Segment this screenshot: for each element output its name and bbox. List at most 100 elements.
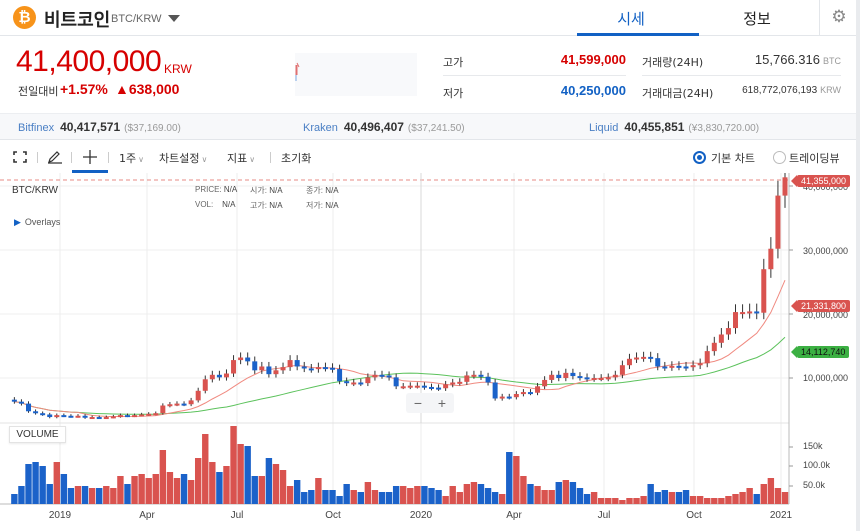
exchange-kraken: Kraken 40,496,407 ($37,241.50) <box>303 120 465 134</box>
volume-24h: 15,766.316 BTC <box>700 52 841 67</box>
x-tick-label: 2021 <box>769 510 793 521</box>
gear-icon[interactable]: ⚙ <box>831 7 847 26</box>
last-price-tag: 41,355,000 <box>790 175 851 187</box>
ma-short-price-tag: 21,331,800 <box>790 300 851 312</box>
coin-dropdown-caret-icon[interactable] <box>168 15 180 22</box>
price-unit: KRW <box>164 62 192 76</box>
overlays-toggle[interactable]: ▶ Overlays <box>14 217 60 228</box>
chevron-down-icon: ∨ <box>249 155 256 164</box>
divider <box>270 152 271 163</box>
mini-chart <box>295 53 417 96</box>
exchange-name: Liquid <box>589 122 619 134</box>
chart-settings-dropdown[interactable]: 차트설정 ∨ <box>159 150 207 166</box>
high-label: 고가 <box>443 56 464 69</box>
ma-long-price-tag: 14,112,740 <box>790 346 850 358</box>
info-key: VOL: <box>195 200 214 209</box>
divider <box>108 152 109 163</box>
chart-settings-label: 차트설정 <box>159 152 200 165</box>
volume-24h-unit: BTC <box>823 56 841 66</box>
indicators-dropdown[interactable]: 지표 ∨ <box>227 150 255 166</box>
exchange-prices-bar: Bitfinex 40,417,571 ($37,169.00) Kraken 40,… <box>0 113 856 140</box>
tradingview-label[interactable]: 트레이딩뷰 <box>789 152 840 165</box>
zoom-in-button[interactable]: + <box>437 395 447 411</box>
price-chart[interactable]: BTC/KRW ▶ Overlays PRICE: N/A 시가: N/A 종가:… <box>0 173 856 531</box>
pencil-icon[interactable] <box>47 150 63 164</box>
y-tick-label: 30,000,000 <box>803 246 849 256</box>
divider <box>37 152 38 163</box>
high-value: 41,599,000 <box>560 52 626 67</box>
info-key: 고가: <box>250 201 267 210</box>
volume-tick-label: 50.0k <box>803 480 826 490</box>
coin-name[interactable]: 비트코인 <box>44 10 111 31</box>
interval-label: 1주 <box>119 152 137 165</box>
ohlc-info-open: 시가: N/A <box>250 185 283 196</box>
low-value: 40,250,000 <box>560 83 626 98</box>
info-value: N/A <box>325 201 339 210</box>
zoom-out-button[interactable]: − <box>413 395 423 411</box>
x-tick-label: Apr <box>139 510 155 521</box>
radio-tradingview[interactable] <box>773 151 786 164</box>
exchange-usd-price: ($37,169.00) <box>124 123 181 134</box>
chart-pair-label: BTC/KRW <box>12 185 58 196</box>
radio-basic-chart[interactable] <box>693 151 706 164</box>
tab-info[interactable]: 정보 <box>743 10 771 28</box>
amount-24h-value: 618,772,076,193 <box>742 85 818 96</box>
info-key: 저가: <box>306 201 323 210</box>
change-label: 전일대비 <box>18 85 59 98</box>
current-price: 41,400,000 <box>16 45 162 78</box>
active-tool-underline <box>72 170 108 173</box>
crosshair-icon[interactable] <box>83 150 97 164</box>
info-key: 시가: <box>250 186 267 195</box>
chevron-down-icon: ∨ <box>138 155 144 164</box>
coin-header: ₿ 비트코인 BTC/KRW 시세 정보 ⚙ <box>0 0 856 36</box>
y-tick-label: 40,000,000 <box>803 182 849 192</box>
basic-chart-label[interactable]: 기본 차트 <box>711 152 755 165</box>
change-percent: +1.57% <box>60 81 108 97</box>
y-tick-label: 20,000,000 <box>803 310 849 320</box>
exchange-jpy-price: (¥3,830,720.00) <box>688 123 760 134</box>
bitcoin-icon: ₿ <box>13 6 36 29</box>
volume-tick-label: 100.0k <box>803 460 831 470</box>
low-label: 저가 <box>443 87 464 100</box>
x-tick-label: Oct <box>325 510 341 521</box>
tab-price[interactable]: 시세 <box>617 10 645 28</box>
x-tick-label: Apr <box>506 510 522 521</box>
interval-dropdown[interactable]: 1주 ∨ <box>119 150 144 166</box>
x-tick-label: Jul <box>230 510 244 521</box>
divider <box>642 75 841 76</box>
overlays-label: Overlays <box>24 217 61 227</box>
mini-chart-sparkline <box>295 62 300 81</box>
exchange-price: 40,496,407 <box>343 120 404 134</box>
amount-24h-unit: KRW <box>820 85 841 95</box>
x-tick-label: 2019 <box>48 510 72 521</box>
exchange-name: Kraken <box>303 122 338 134</box>
ohlc-info-vol: VOL: N/A <box>195 200 235 209</box>
active-tab-underline <box>577 33 699 36</box>
ohlc-info-low: 저가: N/A <box>306 200 339 211</box>
ohlc-info-price: PRICE: N/A <box>195 185 237 194</box>
volume-24h-label: 거래량(24H) <box>642 56 704 69</box>
candlestick-chart-canvas[interactable] <box>0 173 856 531</box>
exchange-name: Bitfinex <box>18 122 55 134</box>
exchange-liquid: Liquid 40,455,851 (¥3,830,720.00) <box>589 120 759 134</box>
info-value: N/A <box>222 200 236 209</box>
ohlc-info-high: 고가: N/A <box>250 200 283 211</box>
coin-pair[interactable]: BTC/KRW <box>111 13 162 25</box>
reset-button[interactable]: 초기화 <box>281 152 312 165</box>
divider <box>71 152 72 163</box>
fullscreen-icon[interactable] <box>13 151 27 163</box>
volume-pane-label: VOLUME <box>9 426 66 443</box>
chevron-down-icon: ∨ <box>201 155 208 164</box>
exchange-bitfinex: Bitfinex 40,417,571 ($37,169.00) <box>18 120 181 134</box>
info-value: N/A <box>269 201 283 210</box>
chart-toolbar: 1주 ∨ 차트설정 ∨ 지표 ∨ 초기화 기본 차트 트레이딩뷰 <box>0 141 856 173</box>
info-value: N/A <box>269 186 283 195</box>
amount-24h: 618,772,076,193 KRW <box>700 85 841 96</box>
info-value: N/A <box>325 186 339 195</box>
change-amount: ▲638,000 <box>115 81 180 97</box>
exchange-usd-price: ($37,241.50) <box>407 123 465 134</box>
scrollbar[interactable] <box>856 0 860 531</box>
info-key: PRICE: <box>195 185 222 194</box>
volume-tick-label: 150k <box>803 441 823 451</box>
